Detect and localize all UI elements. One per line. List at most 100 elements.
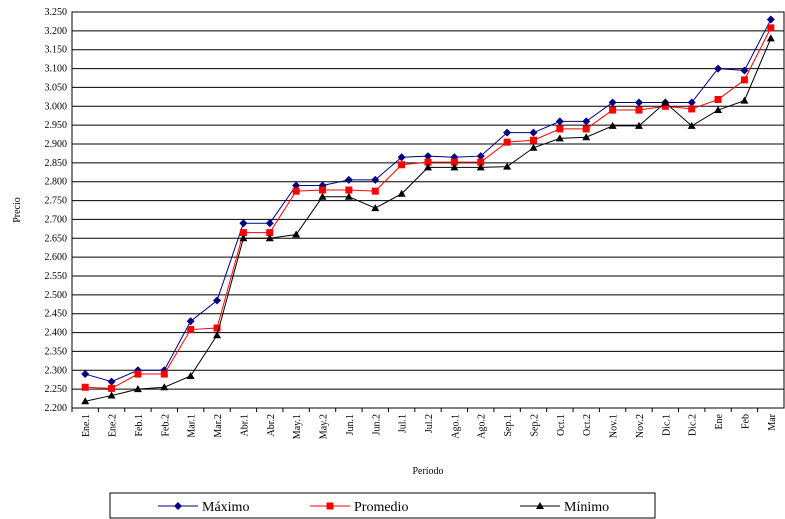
marker (608, 98, 617, 107)
marker (108, 384, 116, 392)
marker (608, 121, 617, 129)
x-tick-label: Abr.1 (239, 414, 250, 437)
marker (371, 187, 379, 195)
marker (186, 371, 195, 379)
marker (687, 121, 696, 129)
y-tick-label: 2.800 (45, 177, 68, 188)
marker (344, 192, 353, 200)
x-tick-label: Mar.1 (187, 414, 198, 438)
marker (424, 152, 432, 161)
marker (107, 391, 116, 399)
x-tick-label: Feb.2 (160, 414, 171, 437)
marker (477, 158, 485, 166)
marker (529, 143, 538, 151)
y-tick-label: 2.650 (45, 233, 68, 244)
legend-marker (326, 502, 334, 510)
marker (239, 219, 248, 228)
marker (556, 125, 564, 133)
x-tick-label: Jul.2 (424, 414, 435, 433)
y-tick-label: 2.500 (45, 290, 68, 301)
x-tick-label: Dic.1 (661, 414, 672, 436)
x-tick-label: Dic.2 (688, 414, 699, 436)
y-tick-label: 2.200 (45, 403, 68, 414)
marker (503, 138, 511, 146)
x-axis-label: Período (412, 466, 443, 477)
y-tick-label: 2.600 (45, 252, 68, 263)
marker (81, 397, 90, 405)
marker (318, 192, 327, 200)
marker (529, 128, 538, 137)
x-tick-label: Jul.1 (398, 414, 409, 433)
line (85, 27, 772, 389)
x-tick-label: Jun.1 (345, 414, 356, 435)
marker (213, 324, 221, 332)
y-tick-label: 2.950 (45, 120, 68, 131)
y-tick-label: 2.750 (45, 196, 68, 207)
x-tick-label: Sep.1 (503, 414, 514, 437)
marker (634, 98, 643, 107)
marker (107, 377, 116, 386)
x-tick-label: Ene.2 (108, 414, 119, 437)
marker (740, 66, 749, 75)
y-tick-label: 2.400 (45, 328, 68, 339)
legend-marker (536, 502, 544, 509)
y-tick-label: 2.850 (45, 158, 68, 169)
y-tick-label: 3.000 (45, 101, 68, 112)
marker (239, 234, 248, 242)
marker (81, 370, 90, 379)
marker (133, 385, 142, 393)
x-tick-label: Jun.2 (371, 414, 382, 435)
marker (503, 128, 512, 137)
marker (160, 370, 168, 378)
x-tick-label: Ene.1 (81, 414, 92, 437)
legend-marker (174, 502, 182, 510)
y-tick-label: 2.550 (45, 271, 68, 282)
x-tick-label: Ago.2 (477, 414, 488, 439)
marker (476, 163, 485, 171)
marker (503, 162, 512, 170)
marker (266, 229, 274, 237)
marker (213, 331, 222, 339)
legend-label: Promedio (354, 500, 408, 515)
marker (371, 175, 380, 184)
x-tick-label: Abr.2 (266, 414, 277, 437)
marker (239, 229, 247, 237)
marker (476, 152, 485, 161)
marker (767, 24, 775, 32)
marker (740, 76, 748, 84)
y-tick-label: 2.700 (45, 214, 68, 225)
marker (398, 161, 406, 169)
y-tick-label: 2.900 (45, 139, 68, 150)
marker (265, 219, 274, 228)
y-tick-label: 3.050 (45, 82, 68, 93)
marker (160, 383, 169, 391)
x-tick-label: Feb (740, 414, 751, 429)
marker (344, 175, 353, 184)
y-tick-label: 2.250 (45, 384, 68, 395)
y-tick-label: 3.250 (45, 7, 68, 18)
legend-label: Mínimo (564, 500, 609, 515)
x-tick-label: Mar (767, 413, 778, 430)
y-tick-label: 2.450 (45, 309, 68, 320)
marker (555, 117, 564, 126)
marker (187, 326, 195, 334)
marker (424, 163, 432, 171)
marker (555, 134, 564, 142)
marker (687, 98, 696, 107)
y-tick-label: 2.300 (45, 365, 68, 376)
marker (582, 117, 591, 126)
marker (345, 186, 353, 194)
marker (766, 34, 775, 42)
marker (134, 370, 142, 378)
marker (319, 186, 327, 194)
marker (397, 153, 406, 162)
marker (397, 189, 406, 197)
marker (609, 106, 617, 114)
x-tick-label: Oct.1 (556, 414, 567, 436)
y-tick-label: 2.350 (45, 346, 68, 357)
marker (81, 383, 89, 391)
marker (186, 317, 195, 326)
marker (450, 163, 459, 171)
marker (213, 296, 222, 305)
x-tick-label: Nov.2 (635, 414, 646, 438)
